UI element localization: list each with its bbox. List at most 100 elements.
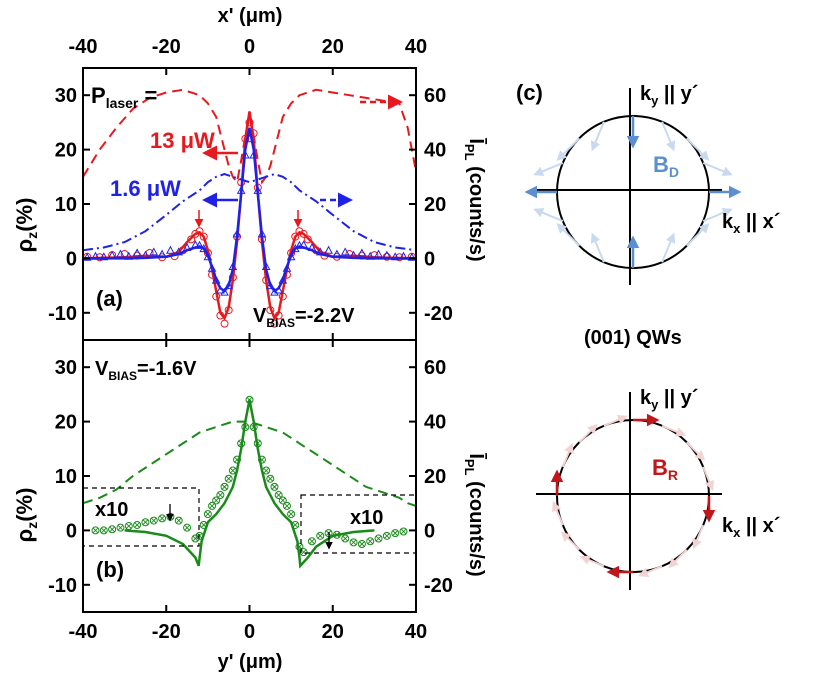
data-point bbox=[245, 134, 254, 143]
y-tick-label-left: 0 bbox=[66, 248, 77, 270]
data-point bbox=[282, 501, 291, 510]
y-tick-label-right: -20 bbox=[424, 575, 453, 597]
data-point bbox=[203, 510, 212, 519]
field-label-bd: BD bbox=[653, 152, 679, 180]
y-tick-label-right: 20 bbox=[424, 194, 446, 216]
data-point bbox=[116, 523, 125, 532]
kx-label-r: kx || x´ bbox=[722, 515, 780, 540]
y-tick-label-right: 0 bbox=[424, 248, 435, 270]
y-tick-label-left: 20 bbox=[55, 412, 77, 434]
data-point bbox=[324, 245, 333, 254]
spin-arrow bbox=[702, 466, 714, 491]
top-x-tick-label: 0 bbox=[244, 36, 255, 58]
data-point bbox=[191, 229, 200, 238]
data-point bbox=[208, 501, 217, 510]
data-point bbox=[174, 516, 183, 525]
annotation-vbias-a: VBIAS=-2.2V bbox=[253, 305, 355, 330]
data-point bbox=[116, 249, 125, 258]
data-point bbox=[303, 235, 312, 244]
bottom-x-tick-label: -20 bbox=[152, 621, 181, 643]
spin-arrow bbox=[702, 161, 733, 176]
data-point bbox=[199, 232, 208, 241]
data-point bbox=[266, 306, 275, 315]
data-point bbox=[149, 516, 158, 525]
top-x-tick-label: 20 bbox=[322, 36, 344, 58]
panel-b-bottom-axis-label: y' (μm) bbox=[218, 651, 283, 673]
data-point bbox=[341, 534, 350, 543]
data-point bbox=[382, 250, 392, 259]
data-point bbox=[107, 250, 117, 259]
spin-arrow bbox=[590, 121, 605, 152]
data-point bbox=[199, 520, 208, 529]
spin-arrow bbox=[661, 424, 687, 437]
panel-b-left-axis-label: ρz(%) bbox=[12, 488, 40, 543]
bottom-x-tick-label: -40 bbox=[69, 621, 98, 643]
data-point bbox=[216, 491, 225, 500]
bottom-x-tick-label: 0 bbox=[244, 621, 255, 643]
spin-arrow bbox=[579, 555, 605, 568]
data-point bbox=[91, 251, 100, 260]
magnify-box-left bbox=[82, 487, 200, 547]
data-point bbox=[291, 232, 300, 241]
y-tick-label-left: 20 bbox=[55, 140, 77, 162]
data-point bbox=[141, 518, 150, 527]
data-point bbox=[249, 150, 259, 159]
data-point bbox=[216, 311, 225, 320]
data-point bbox=[220, 287, 229, 296]
data-point bbox=[265, 281, 275, 290]
data-point bbox=[274, 491, 283, 500]
spin-arrow bbox=[692, 524, 705, 550]
panel-a-left-axis-label: ρz(%) bbox=[12, 198, 40, 253]
field-label-br: BR bbox=[652, 455, 678, 483]
y-tick-label-right: 60 bbox=[424, 357, 446, 379]
data-point bbox=[287, 510, 296, 519]
data-point bbox=[166, 245, 175, 254]
data-point bbox=[382, 252, 391, 261]
data-point bbox=[374, 249, 383, 258]
panel-c-label: (c) bbox=[516, 80, 543, 105]
data-point bbox=[374, 534, 383, 543]
data-point bbox=[212, 496, 221, 505]
spin-arrow bbox=[638, 565, 663, 577]
series-intensity-4 bbox=[82, 88, 417, 185]
data-point bbox=[390, 252, 400, 261]
magnify-box-right bbox=[300, 494, 417, 554]
data-point bbox=[232, 229, 242, 238]
data-point bbox=[245, 395, 254, 404]
data-point bbox=[228, 466, 237, 475]
data-point bbox=[203, 252, 213, 261]
data-point bbox=[299, 240, 308, 249]
data-point bbox=[82, 252, 92, 261]
data-point bbox=[295, 542, 304, 551]
data-point bbox=[286, 252, 296, 261]
data-point bbox=[316, 531, 325, 540]
data-point bbox=[224, 281, 234, 290]
data-point bbox=[257, 229, 267, 238]
bottom-x-tick-label: 40 bbox=[405, 621, 427, 643]
data-point bbox=[220, 482, 229, 491]
data-point bbox=[199, 244, 209, 253]
y-tick-label-left: -10 bbox=[48, 303, 77, 325]
spin-arrow bbox=[533, 208, 564, 223]
data-point bbox=[240, 150, 250, 159]
data-point bbox=[224, 306, 233, 315]
data-point bbox=[278, 275, 288, 284]
spin-arrow bbox=[578, 423, 598, 444]
data-point bbox=[399, 527, 408, 536]
panel-a-top-axis-label: x' (μm) bbox=[218, 5, 283, 27]
data-point bbox=[220, 319, 229, 328]
series-fit-0 bbox=[124, 399, 375, 569]
panel-b-plot-area bbox=[82, 395, 417, 569]
spin-arrow bbox=[561, 442, 574, 468]
spin-arrow bbox=[552, 501, 564, 526]
data-point bbox=[270, 319, 279, 328]
data-point bbox=[124, 522, 133, 531]
data-point bbox=[299, 548, 308, 557]
panel-b-ticks: -40 -20 0 20 40 -10 0 10 20 30 -20 0 20 40 60 bbox=[48, 340, 453, 643]
top-x-tick-label: 40 bbox=[405, 36, 427, 58]
data-point bbox=[282, 263, 292, 272]
data-point bbox=[191, 240, 200, 249]
data-point bbox=[357, 248, 367, 257]
data-point bbox=[182, 242, 192, 252]
